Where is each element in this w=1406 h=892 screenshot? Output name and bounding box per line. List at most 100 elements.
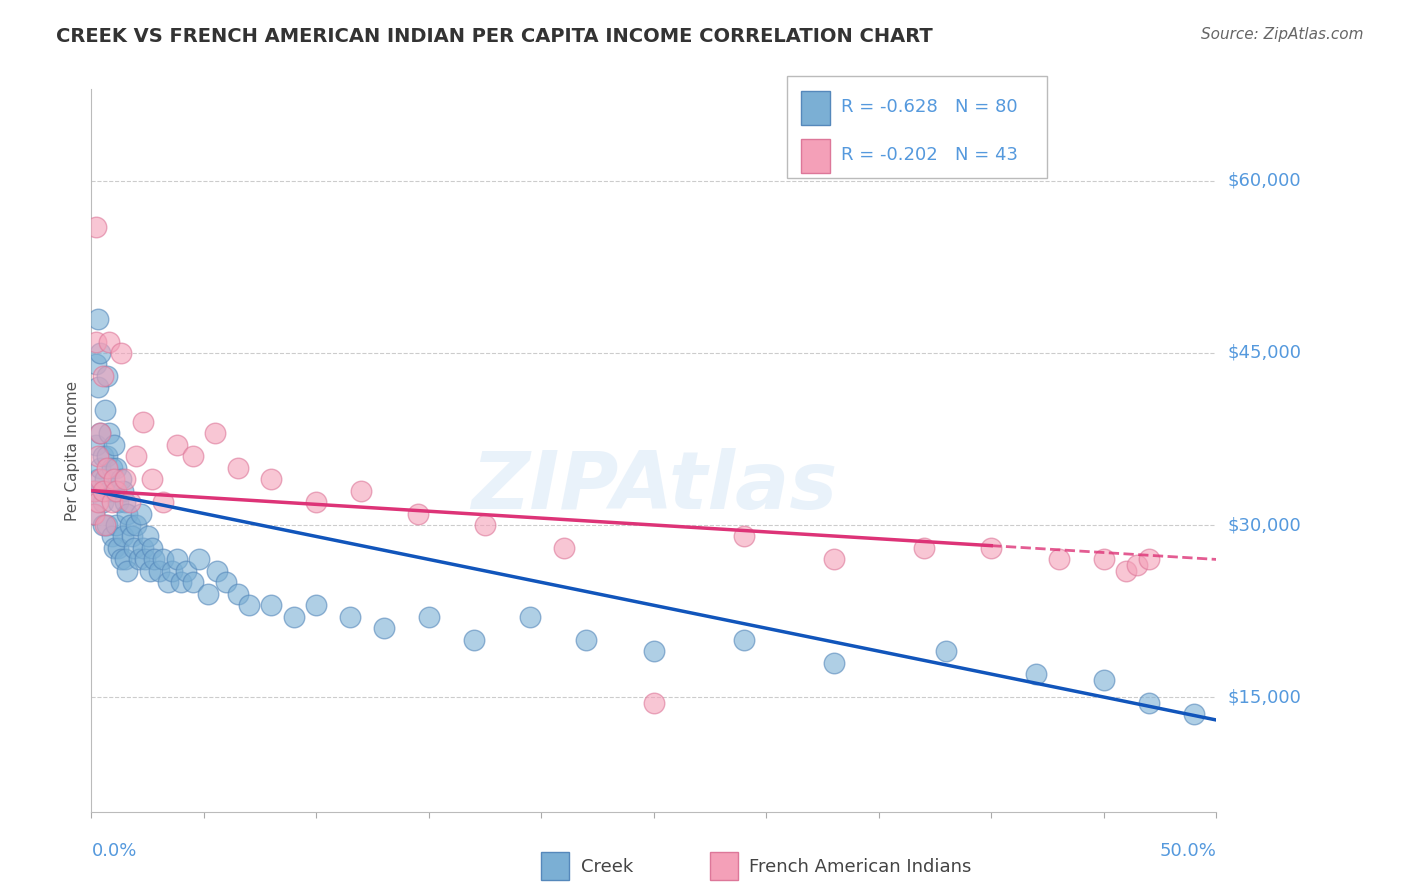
Point <box>100 495 122 509</box>
Point <box>519 609 541 624</box>
Point <box>98 426 121 441</box>
Point <box>105 483 128 498</box>
Point <box>733 632 755 647</box>
Point <box>162 564 184 578</box>
Point <box>305 599 328 613</box>
Point <box>111 529 134 543</box>
Text: CREEK VS FRENCH AMERICAN INDIAN PER CAPITA INCOME CORRELATION CHART: CREEK VS FRENCH AMERICAN INDIAN PER CAPI… <box>56 27 934 45</box>
Point <box>260 472 283 486</box>
Text: $30,000: $30,000 <box>1227 516 1301 534</box>
Point <box>1126 558 1149 573</box>
Point <box>215 575 238 590</box>
Text: $45,000: $45,000 <box>1227 344 1302 362</box>
Point <box>643 644 665 658</box>
Point <box>105 460 128 475</box>
Point <box>103 483 125 498</box>
Point <box>733 529 755 543</box>
Point <box>83 507 105 521</box>
Point <box>129 507 152 521</box>
Point <box>204 426 226 441</box>
Point <box>143 552 166 566</box>
Point <box>373 621 395 635</box>
Point <box>170 575 193 590</box>
Point <box>122 541 145 555</box>
Point <box>103 541 125 555</box>
Text: 50.0%: 50.0% <box>1160 842 1216 860</box>
Point <box>156 575 179 590</box>
Point <box>912 541 935 555</box>
Point <box>96 518 118 533</box>
Point <box>406 507 429 521</box>
Text: Source: ZipAtlas.com: Source: ZipAtlas.com <box>1201 27 1364 42</box>
Point <box>823 552 845 566</box>
Point <box>114 472 136 486</box>
Point <box>103 472 125 486</box>
Point <box>1137 552 1160 566</box>
Point <box>91 483 114 498</box>
Point <box>89 460 111 475</box>
Point <box>1115 564 1137 578</box>
Point <box>100 529 122 543</box>
Point <box>125 449 148 463</box>
Text: French American Indians: French American Indians <box>749 858 972 876</box>
Point <box>84 334 107 349</box>
Point <box>136 529 159 543</box>
Point <box>128 552 150 566</box>
Point <box>118 518 141 533</box>
Point <box>166 438 188 452</box>
Point <box>174 564 197 578</box>
Point <box>1137 696 1160 710</box>
Point <box>87 495 110 509</box>
Point <box>117 507 139 521</box>
Point <box>83 483 105 498</box>
Point <box>89 346 111 360</box>
Point <box>98 334 121 349</box>
Point <box>110 472 132 486</box>
Point <box>94 403 117 417</box>
Point <box>121 529 143 543</box>
Point <box>305 495 328 509</box>
Point <box>350 483 373 498</box>
Point <box>114 495 136 509</box>
Point <box>181 575 204 590</box>
Point <box>553 541 575 555</box>
Point <box>84 358 107 372</box>
Point <box>339 609 361 624</box>
Point <box>260 599 283 613</box>
Point <box>166 552 188 566</box>
Point <box>103 438 125 452</box>
Point <box>83 507 105 521</box>
Point <box>94 518 117 533</box>
Point <box>111 483 134 498</box>
Point <box>91 495 114 509</box>
Point <box>87 472 110 486</box>
Point <box>87 311 110 326</box>
Point <box>1047 552 1070 566</box>
Point <box>238 599 260 613</box>
Point <box>89 426 111 441</box>
Point <box>84 219 107 234</box>
Point <box>96 460 118 475</box>
Point <box>100 460 122 475</box>
Point <box>84 438 107 452</box>
Point <box>1092 552 1115 566</box>
Y-axis label: Per Capita Income: Per Capita Income <box>65 380 80 521</box>
Point <box>141 472 163 486</box>
Point <box>87 449 110 463</box>
Point <box>98 483 121 498</box>
Point <box>188 552 211 566</box>
Point <box>132 541 155 555</box>
Point <box>141 541 163 555</box>
Point <box>96 368 118 383</box>
Point <box>114 552 136 566</box>
Point <box>283 609 305 624</box>
Point <box>118 495 141 509</box>
Point <box>110 346 132 360</box>
Point <box>91 368 114 383</box>
Point <box>148 564 170 578</box>
Text: ZIPAtlas: ZIPAtlas <box>471 448 837 525</box>
Point <box>1182 707 1205 722</box>
Point <box>139 564 162 578</box>
Point <box>418 609 440 624</box>
Point <box>474 518 496 533</box>
